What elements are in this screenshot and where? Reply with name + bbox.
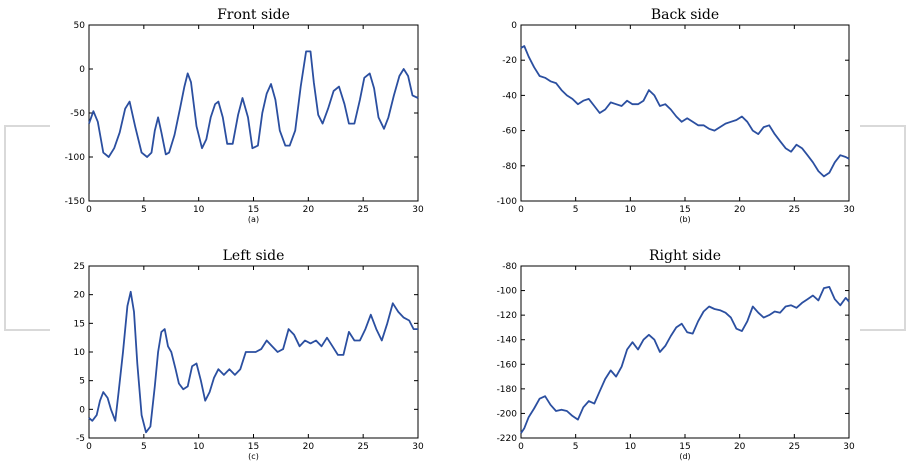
panel-2: Back side 0 5 10 15 20 25 30 -100 -80 -60 -40 -20 0 (b… [497, 7, 855, 224]
x-tick-label: 15 [679, 442, 690, 452]
y-tick-label: -220 [497, 434, 518, 444]
y-tick-label: -160 [497, 360, 518, 370]
chart-title: Front side [217, 7, 290, 23]
series-line [520, 286, 850, 434]
plot-area [88, 24, 419, 202]
y-tick-label: -100 [65, 153, 86, 163]
y-tick-label: 0 [79, 65, 85, 75]
y-tick-label: -80 [502, 262, 517, 272]
x-tick-label: 25 [789, 442, 800, 452]
y-tick-label: 10 [74, 348, 86, 358]
x-tick-label: 30 [843, 205, 855, 215]
y-tick-label: 5 [79, 377, 85, 387]
watermark-right-bracket [860, 125, 906, 331]
x-tick-label: 5 [141, 205, 147, 215]
y-tick-label: 0 [511, 21, 517, 31]
x-tick-label: 20 [303, 442, 315, 452]
y-tick-label: -20 [502, 56, 517, 66]
y-tick-label: -140 [497, 336, 518, 346]
x-tick-label: 10 [625, 442, 637, 452]
x-tick-label: 15 [248, 442, 259, 452]
x-tick-label: 0 [518, 205, 524, 215]
y-tick-label: -40 [502, 91, 517, 101]
x-tick-label: 15 [679, 205, 690, 215]
y-tick-label: -100 [497, 197, 518, 207]
series-line [88, 50, 419, 158]
y-tick-label: -100 [497, 287, 518, 297]
chart-title: Back side [651, 7, 719, 23]
y-tick-label: -50 [70, 109, 85, 119]
x-tick-label: 15 [248, 205, 259, 215]
y-tick-label: -120 [497, 311, 518, 321]
chart-title: Right side [649, 248, 721, 264]
y-tick-label: 20 [74, 291, 86, 301]
y-tick-label: 25 [74, 262, 85, 272]
x-tick-label: 0 [86, 205, 92, 215]
x-tick-label: 25 [357, 442, 368, 452]
y-tick-label: -60 [502, 127, 517, 137]
x-tick-label: 20 [734, 205, 746, 215]
x-tick-label: 20 [734, 442, 746, 452]
y-tick-label: 15 [74, 319, 85, 329]
panel-caption: (b) [679, 215, 690, 224]
x-tick-label: 5 [573, 205, 579, 215]
x-tick-label: 10 [625, 205, 637, 215]
x-tick-label: 30 [412, 205, 424, 215]
panel-caption: (d) [679, 452, 690, 461]
panel-1: Front side 0 5 10 15 20 25 30 -150 -100 -50 0 50 (a) [65, 7, 424, 224]
y-tick-label: 50 [74, 21, 86, 31]
y-tick-label: -5 [76, 434, 85, 444]
x-tick-label: 0 [86, 442, 92, 452]
x-tick-label: 10 [193, 442, 205, 452]
panel-4: Right side 0 5 10 15 20 25 30 -220 -200 -180 -160 -1… [497, 248, 855, 461]
watermark-left-bracket [4, 125, 50, 331]
y-tick-label: -80 [502, 162, 517, 172]
x-tick-label: 30 [412, 442, 424, 452]
plot-area [520, 24, 850, 202]
panel-caption: (a) [248, 215, 259, 224]
series-line [88, 290, 418, 434]
x-tick-label: 5 [573, 442, 579, 452]
y-tick-label: -150 [65, 197, 86, 207]
panel-caption: (c) [248, 452, 259, 461]
y-tick-label: -180 [497, 385, 518, 395]
x-tick-label: 25 [789, 205, 800, 215]
x-tick-label: 0 [518, 442, 524, 452]
y-tick-label: 0 [79, 405, 85, 415]
plot-area [520, 265, 850, 439]
series-line [520, 45, 850, 178]
x-tick-label: 20 [303, 205, 315, 215]
x-tick-label: 25 [357, 205, 368, 215]
chart-title: Left side [223, 248, 285, 264]
x-tick-label: 30 [843, 442, 855, 452]
y-tick-label: -200 [497, 409, 518, 419]
x-tick-label: 5 [141, 442, 147, 452]
x-tick-label: 10 [193, 205, 205, 215]
